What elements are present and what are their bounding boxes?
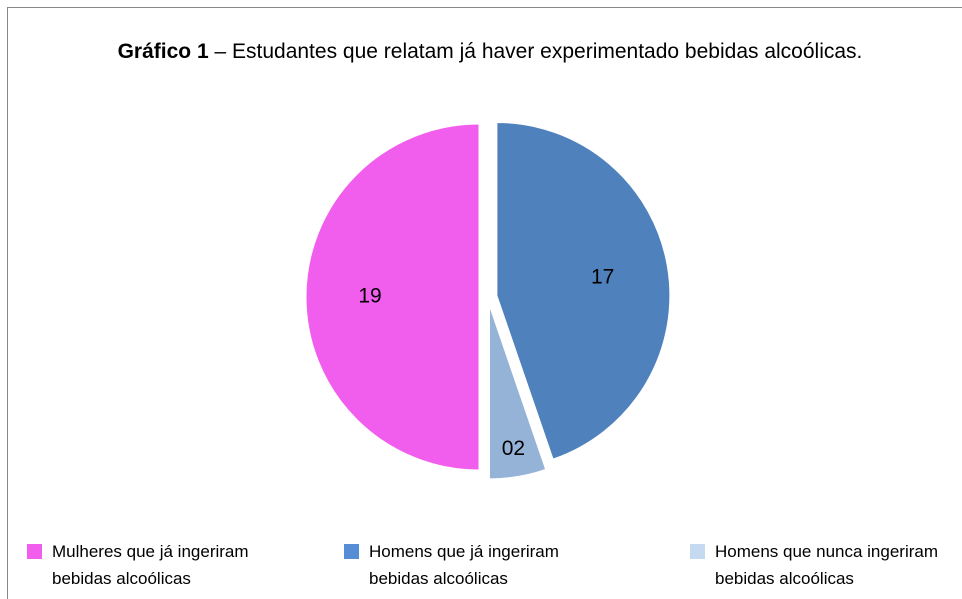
legend-swatch (690, 544, 705, 559)
data-label: 02 (502, 437, 525, 460)
data-label: 19 (358, 285, 381, 308)
legend-swatch (27, 544, 42, 559)
title-text: – Estudantes que relatam já haver experi… (214, 40, 863, 63)
chart-title: Gráfico 1 – Estudantes que relatam já ha… (60, 36, 920, 68)
chart-frame (7, 7, 962, 599)
pie-slice (305, 123, 480, 471)
legend-label: Mulheres que já ingeriram bebidas alcoól… (52, 542, 249, 588)
pie-slice (496, 122, 671, 460)
pie-slice (488, 305, 547, 480)
legend-swatch (344, 544, 359, 559)
legend-label: Homens que já ingeriram bebidas alcoólic… (369, 542, 559, 588)
title-bold: Gráfico 1 (117, 40, 209, 63)
data-label: 17 (591, 265, 614, 288)
legend-label: Homens que nunca ingeriram bebidas alcoó… (715, 542, 939, 588)
